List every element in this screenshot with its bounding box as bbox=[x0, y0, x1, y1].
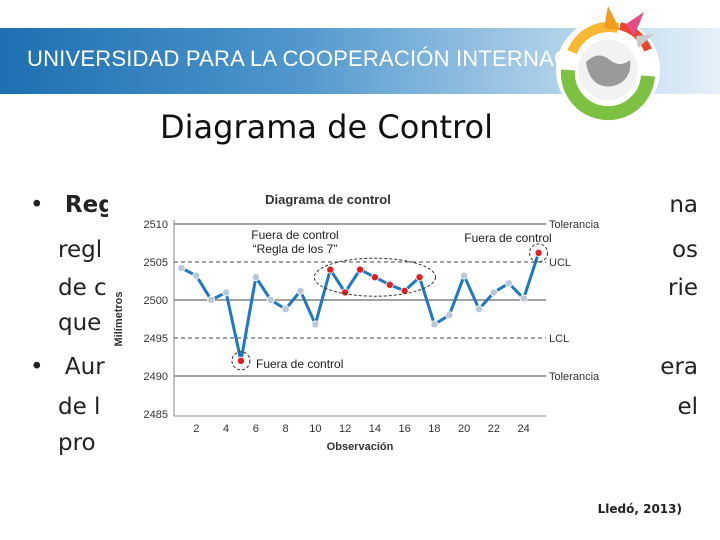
point-25-circle bbox=[529, 243, 549, 263]
x-tick-label: 24 bbox=[518, 423, 530, 435]
reference-label-ucl: UCL bbox=[549, 257, 571, 269]
reference-label-lcl: LCL bbox=[549, 333, 569, 345]
data-point bbox=[460, 271, 469, 280]
x-tick-label: 12 bbox=[339, 423, 351, 435]
data-point bbox=[475, 305, 484, 314]
data-point bbox=[445, 311, 454, 320]
data-point bbox=[222, 288, 231, 297]
bullet-line-1-end: na bbox=[669, 192, 698, 218]
source-credit: Lledó, 2013) bbox=[597, 502, 682, 516]
bullet-line-5-end: era bbox=[660, 354, 698, 380]
annotation-point25: Fuera de control bbox=[464, 231, 551, 245]
data-point bbox=[489, 288, 498, 297]
x-tick-label: 8 bbox=[283, 423, 289, 435]
x-tick-label: 2 bbox=[193, 423, 199, 435]
y-tick-label: 2500 bbox=[144, 295, 168, 307]
y-tick-label: 2490 bbox=[144, 371, 168, 383]
annotation-point5: Fuera de control bbox=[256, 357, 343, 371]
reference-label-tolerancia: Tolerancia bbox=[549, 371, 600, 383]
data-point bbox=[192, 271, 201, 280]
bullet-text: Aur bbox=[64, 354, 105, 380]
out-of-control-point bbox=[385, 280, 394, 289]
bullet-line-3: de c bbox=[58, 275, 107, 301]
y-tick-label: 2505 bbox=[144, 257, 168, 269]
bullet-line-7: pro bbox=[58, 430, 96, 456]
data-point bbox=[281, 305, 290, 314]
annotation-rule7-line2: “Regla de los 7” bbox=[253, 242, 338, 256]
bullet-marker: • bbox=[30, 354, 44, 380]
data-point bbox=[519, 294, 528, 303]
x-tick-label: 18 bbox=[428, 423, 440, 435]
bullet-line-3-end: rie bbox=[668, 275, 698, 301]
data-point bbox=[296, 286, 305, 295]
chart-title: Diagrama de control bbox=[265, 192, 391, 207]
data-point bbox=[251, 273, 260, 282]
bullet-marker: • bbox=[30, 192, 44, 218]
out-of-control-point bbox=[355, 265, 364, 274]
bullet-line-6-end: el bbox=[677, 394, 698, 420]
x-tick-label: 6 bbox=[253, 423, 259, 435]
x-tick-label: 22 bbox=[488, 423, 500, 435]
data-point bbox=[430, 320, 439, 329]
control-chart: Diagrama de control 2510 2505 2500 2495 2490 2… bbox=[108, 182, 620, 464]
x-axis-label: Observación bbox=[327, 441, 394, 453]
bullet-line-2: regl bbox=[58, 237, 103, 263]
x-tick-label: 14 bbox=[369, 423, 381, 435]
data-point bbox=[311, 320, 320, 329]
university-name: UNIVERSIDAD PARA LA COOPERACIÓN INTERNAC… bbox=[27, 46, 638, 71]
out-of-control-point bbox=[415, 273, 424, 282]
bullet-line-4: que bbox=[58, 310, 102, 336]
bullet-line-6: de l bbox=[58, 394, 101, 420]
bullet-line-2-end: os bbox=[671, 237, 698, 263]
y-tick-label: 2485 bbox=[144, 409, 168, 421]
out-of-control-point bbox=[326, 265, 335, 274]
slide-title: Diagrama de Control bbox=[160, 108, 494, 146]
data-point bbox=[266, 296, 275, 305]
out-of-control-point bbox=[400, 286, 409, 295]
y-tick-label: 2510 bbox=[144, 219, 168, 231]
y-tick-label: 2495 bbox=[144, 333, 168, 345]
x-tick-label: 4 bbox=[223, 423, 229, 435]
point-5-circle bbox=[231, 351, 251, 371]
bullet-bold-text: Reg bbox=[64, 192, 115, 218]
out-of-control-point bbox=[236, 356, 245, 365]
x-tick-label: 20 bbox=[458, 423, 470, 435]
y-axis-label: Milímetros bbox=[113, 291, 125, 346]
out-of-control-point bbox=[341, 288, 350, 297]
rule-of-7-ellipse bbox=[313, 257, 437, 297]
x-tick-label: 10 bbox=[309, 423, 321, 435]
bullet-line-5: • Aur bbox=[30, 352, 105, 383]
x-tick-label: 16 bbox=[399, 423, 411, 435]
data-point bbox=[504, 279, 513, 288]
annotation-rule7-line1: Fuera de control bbox=[251, 228, 338, 242]
university-logo bbox=[556, 6, 660, 122]
reference-label-tolerancia: Tolerancia bbox=[549, 219, 600, 231]
out-of-control-point bbox=[534, 248, 543, 257]
out-of-control-point bbox=[370, 273, 379, 282]
bullet-line-1: • Reg bbox=[30, 190, 115, 221]
data-point bbox=[177, 264, 186, 273]
data-point bbox=[207, 296, 216, 305]
